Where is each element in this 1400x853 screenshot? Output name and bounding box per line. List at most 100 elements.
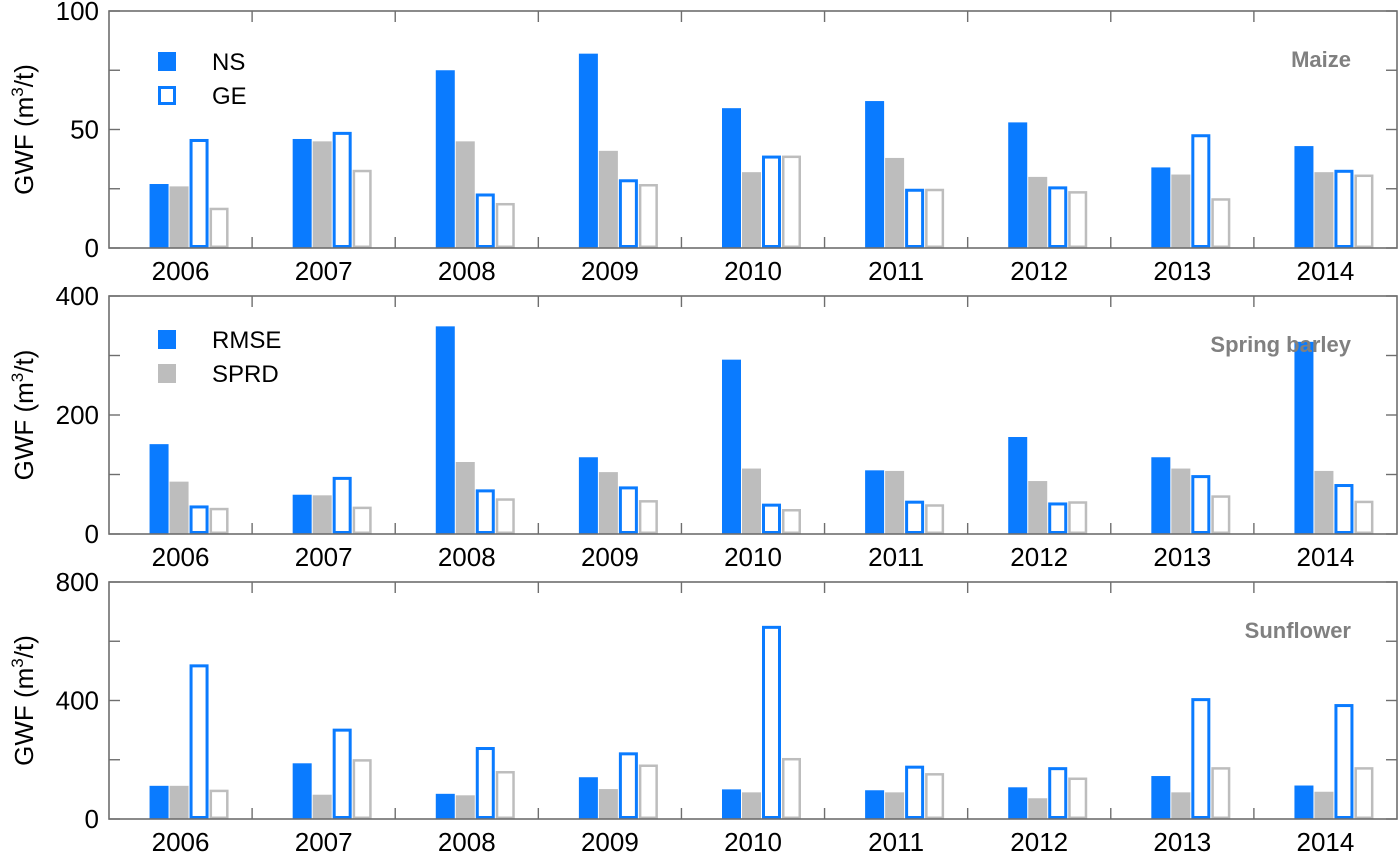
bar-blue-filled-2012 [1008, 122, 1028, 248]
bar-gray-filled-2009 [598, 150, 618, 248]
crop-label: Maize [1291, 47, 1351, 72]
legend-swatch-blue-filled [158, 330, 176, 349]
bar-gray-outline-2009 [638, 764, 658, 819]
x-tick-label: 2008 [438, 827, 496, 853]
bar-blue-outline-2006 [189, 138, 209, 248]
bar-blue-filled-2014 [1294, 341, 1314, 534]
y-axis-label-main: GWF (m [9, 668, 39, 766]
bar-gray-outline-2014 [1354, 500, 1374, 534]
bar-blue-filled-2011 [865, 790, 885, 819]
bar-gray-outline-2012 [1068, 777, 1088, 820]
x-tick-label: 2006 [152, 827, 210, 853]
bar-gray-outline-2013 [1211, 495, 1231, 535]
legend-label: GE [212, 83, 247, 110]
bar-blue-filled-2008 [435, 70, 455, 248]
bar-gray-outline-2010 [782, 509, 801, 535]
legend-panel-1: RMSE SPRD [158, 327, 281, 388]
bar-blue-filled-2014 [1294, 785, 1314, 819]
x-tick-label: 2014 [1297, 542, 1355, 572]
bar-gray-filled-2011 [885, 157, 905, 248]
legend-panel-0: NS GE [158, 49, 247, 110]
bar-gray-outline-2007 [352, 759, 372, 819]
y-tick-label: 50 [70, 115, 99, 145]
bar-gray-filled-2006 [169, 186, 189, 248]
legend-swatch-blue-filled [158, 52, 176, 71]
bar-gray-filled-2010 [742, 792, 761, 819]
bar-blue-outline-2014 [1334, 484, 1354, 534]
bar-blue-outline-2008 [475, 193, 495, 249]
crop-label: Spring barley [1210, 332, 1351, 357]
bar-blue-outline-2012 [1048, 186, 1068, 249]
bar-blue-outline-2006 [189, 505, 209, 535]
crop-label: Sunflower [1245, 618, 1352, 643]
bar-gray-outline-2011 [925, 773, 945, 820]
legend-swatch-gray-filled [158, 364, 176, 383]
bar-blue-outline-2011 [905, 765, 925, 819]
bar-blue-outline-2012 [1048, 502, 1068, 534]
bar-gray-outline-2011 [925, 504, 945, 534]
bar-blue-outline-2014 [1334, 169, 1354, 248]
y-tick-label: 400 [56, 686, 99, 716]
bar-gray-filled-2007 [312, 495, 332, 534]
bar-gray-filled-2011 [885, 792, 905, 819]
bar-gray-filled-2007 [312, 141, 332, 248]
bar-gray-filled-2007 [312, 794, 332, 819]
y-tick-label: 0 [85, 519, 99, 549]
panel-maize: 0 50 100 2006 2007 2008 2009 2010 2011 2012 2013 20… [8, 0, 1398, 286]
y-tick-label: 0 [85, 804, 99, 834]
bar-blue-filled-2009 [578, 777, 598, 819]
bar-gray-outline-2008 [495, 771, 515, 820]
panel-sunflower: 0 400 800 2006 2007 2008 2009 2010 2011 2012 2013 2… [8, 567, 1398, 853]
bar-gray-filled-2013 [1171, 174, 1191, 248]
legend-label: NS [212, 49, 245, 76]
x-tick-label: 2011 [868, 256, 924, 286]
bar-blue-filled-2014 [1294, 146, 1314, 248]
bar-blue-outline-2007 [332, 728, 352, 820]
bar-blue-outline-2011 [905, 188, 925, 248]
x-tick-label: 2011 [868, 827, 924, 853]
y-axis-label-tail: /t) [9, 64, 39, 87]
bar-gray-filled-2010 [742, 468, 761, 534]
bar-blue-outline-2008 [475, 489, 495, 535]
bar-blue-outline-2007 [332, 476, 352, 535]
legend-label: RMSE [212, 327, 281, 354]
y-axis-label-tail: /t) [9, 350, 39, 373]
bar-blue-outline-2010 [762, 503, 781, 534]
y-axis-label-main: GWF (m [9, 97, 39, 195]
legend-swatch-blue-outline [158, 86, 176, 105]
bar-gray-filled-2012 [1028, 176, 1048, 248]
bar-blue-outline-2011 [905, 500, 925, 534]
x-tick-label: 2012 [1010, 542, 1068, 572]
bar-blue-filled-2006 [149, 444, 169, 534]
x-tick-label: 2010 [724, 827, 782, 853]
bar-blue-filled-2007 [292, 763, 312, 819]
bar-gray-outline-2007 [352, 506, 372, 535]
bar-gray-filled-2009 [598, 789, 618, 819]
bar-gray-filled-2008 [455, 141, 475, 248]
bar-blue-outline-2009 [618, 486, 638, 534]
x-tick-label: 2006 [152, 256, 210, 286]
bar-blue-filled-2008 [435, 793, 455, 819]
bar-blue-filled-2013 [1151, 457, 1171, 534]
bar-blue-outline-2009 [618, 752, 638, 820]
bar-gray-filled-2014 [1314, 470, 1334, 534]
bar-blue-outline-2013 [1191, 698, 1211, 820]
bar-gray-filled-2014 [1314, 172, 1334, 248]
y-axis-label-tail: /t) [9, 635, 39, 658]
bar-blue-filled-2012 [1008, 787, 1028, 819]
bar-blue-filled-2011 [865, 101, 885, 248]
bar-gray-filled-2008 [455, 795, 475, 819]
bar-blue-outline-2010 [762, 155, 781, 249]
bar-gray-filled-2006 [169, 785, 189, 819]
bar-blue-outline-2010 [762, 625, 781, 819]
y-tick-label: 0 [85, 233, 99, 263]
bar-gray-outline-2007 [352, 169, 372, 248]
bar-blue-filled-2013 [1151, 776, 1171, 819]
x-tick-label: 2014 [1297, 827, 1355, 853]
bar-gray-outline-2013 [1211, 198, 1231, 248]
y-axis-label-sup: 3 [8, 658, 27, 667]
x-tick-label: 2008 [438, 542, 496, 572]
y-axis-label-main: GWF (m [9, 382, 39, 480]
bar-blue-outline-2008 [475, 747, 495, 820]
